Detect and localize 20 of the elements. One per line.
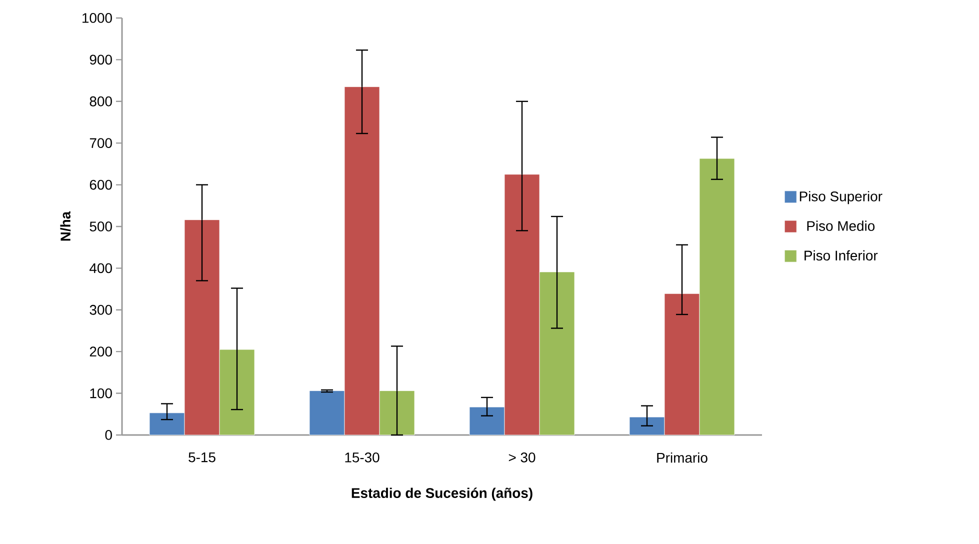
- y-tick-label: 100: [90, 388, 112, 398]
- x-axis-title: Estadio de Sucesión (años): [352, 488, 532, 501]
- x-tick-label: 5-15: [188, 452, 216, 462]
- x-tick-label: > 30: [508, 452, 536, 462]
- y-axis-title: N/ha: [60, 211, 71, 241]
- y-tick-label: 200: [90, 346, 112, 357]
- y-tick-label: 300: [90, 304, 112, 315]
- y-tick-label: 400: [90, 263, 112, 274]
- y-tick-label: 600: [90, 180, 112, 190]
- x-tick-label: 15-30: [345, 452, 380, 462]
- legend-label: Piso Medio: [807, 220, 875, 231]
- y-tick-label: 700: [90, 138, 112, 148]
- y-tick-label: 900: [90, 54, 112, 65]
- y-tick-label: 500: [90, 222, 112, 232]
- y-tick-label: 800: [90, 96, 112, 106]
- legend-label: Piso Superior: [800, 191, 882, 204]
- y-tick-label: 0: [105, 430, 112, 440]
- x-tick-label: Primario: [657, 452, 708, 463]
- y-tick-label: 1000: [82, 13, 112, 23]
- legend-label: Piso Inferior: [804, 250, 878, 261]
